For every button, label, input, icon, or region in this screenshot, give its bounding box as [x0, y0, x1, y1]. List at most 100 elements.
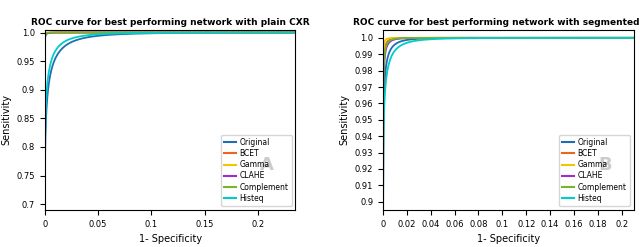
Original	[54, 53, 61, 56]
BCET	[380, 208, 387, 211]
BCET	[291, 31, 299, 34]
Original	[291, 31, 299, 34]
Text: B: B	[598, 156, 612, 174]
CLAHE	[392, 38, 399, 41]
Histeq	[392, 48, 399, 51]
Line: Histeq: Histeq	[45, 33, 295, 193]
Histeq	[238, 31, 246, 34]
X-axis label: 1- Specificity: 1- Specificity	[138, 234, 202, 244]
BCET	[284, 31, 292, 34]
BCET	[501, 36, 509, 39]
Histeq	[284, 31, 292, 34]
CLAHE	[156, 31, 164, 34]
BCET	[41, 54, 49, 57]
Original	[494, 36, 502, 39]
Y-axis label: Sensitivity: Sensitivity	[1, 94, 11, 145]
Gamma	[622, 36, 630, 39]
Gamma	[291, 31, 299, 34]
Complement	[577, 36, 584, 39]
CLAHE	[577, 36, 584, 39]
CLAHE	[623, 36, 630, 39]
Gamma	[41, 34, 49, 37]
Original	[284, 31, 292, 34]
Line: CLAHE: CLAHE	[383, 38, 634, 213]
Gamma	[284, 31, 292, 34]
Complement	[41, 45, 49, 48]
BCET	[54, 31, 61, 34]
Original	[163, 32, 170, 35]
Complement	[623, 36, 630, 39]
CLAHE	[501, 36, 509, 39]
Original	[577, 36, 584, 39]
Histeq	[501, 37, 509, 40]
Complement	[163, 31, 170, 34]
Original	[392, 42, 399, 45]
Line: Complement: Complement	[45, 33, 295, 47]
Gamma	[630, 36, 637, 39]
BCET	[623, 36, 630, 39]
Histeq	[380, 225, 387, 228]
CLAHE	[284, 31, 292, 34]
CLAHE	[622, 36, 630, 39]
Gamma	[238, 31, 246, 34]
Title: ROC curve for best performing network with segmented CXR: ROC curve for best performing network wi…	[353, 19, 640, 27]
BCET	[238, 31, 246, 34]
Gamma	[501, 36, 509, 39]
Line: Histeq: Histeq	[383, 38, 634, 226]
Line: CLAHE: CLAHE	[45, 33, 295, 50]
Complement	[380, 208, 387, 211]
Histeq	[291, 31, 299, 34]
CLAHE	[494, 36, 502, 39]
Histeq	[623, 36, 630, 39]
Complement	[622, 36, 630, 39]
CLAHE	[284, 31, 292, 34]
BCET	[622, 36, 630, 39]
Complement	[392, 37, 399, 40]
Line: Original: Original	[383, 38, 634, 223]
Line: Original: Original	[45, 33, 295, 210]
CLAHE	[41, 48, 49, 51]
Gamma	[54, 31, 61, 34]
Histeq	[630, 36, 637, 39]
Gamma	[494, 36, 502, 39]
Gamma	[392, 36, 399, 39]
Histeq	[41, 191, 49, 194]
BCET	[284, 31, 292, 34]
CLAHE	[54, 31, 61, 34]
Complement	[291, 31, 299, 34]
Original	[630, 36, 637, 39]
Original	[238, 31, 246, 34]
Complement	[238, 31, 246, 34]
Gamma	[380, 200, 387, 203]
Line: BCET: BCET	[45, 33, 295, 55]
Original	[501, 36, 509, 39]
Original	[380, 222, 387, 225]
Original	[41, 208, 49, 211]
BCET	[494, 36, 502, 39]
BCET	[163, 31, 170, 34]
CLAHE	[163, 31, 170, 34]
BCET	[577, 36, 584, 39]
Complement	[284, 31, 292, 34]
Line: BCET: BCET	[383, 38, 634, 210]
Line: Gamma: Gamma	[45, 33, 295, 35]
Histeq	[622, 36, 630, 39]
Original	[622, 36, 630, 39]
Gamma	[284, 31, 292, 34]
Complement	[54, 31, 61, 34]
Title: ROC curve for best performing network with plain CXR: ROC curve for best performing network wi…	[31, 19, 309, 27]
Complement	[501, 36, 509, 39]
Line: Gamma: Gamma	[383, 38, 634, 202]
Gamma	[229, 31, 237, 34]
Legend: Original, BCET, Gamma, CLAHE, Complement, Histeq: Original, BCET, Gamma, CLAHE, Complement…	[221, 135, 292, 206]
Histeq	[494, 37, 502, 40]
Histeq	[163, 31, 170, 34]
CLAHE	[630, 36, 637, 39]
Original	[284, 31, 292, 34]
Gamma	[623, 36, 630, 39]
Gamma	[156, 31, 164, 34]
X-axis label: 1- Specificity: 1- Specificity	[477, 234, 540, 244]
Gamma	[577, 36, 584, 39]
BCET	[392, 37, 399, 40]
BCET	[156, 31, 164, 34]
